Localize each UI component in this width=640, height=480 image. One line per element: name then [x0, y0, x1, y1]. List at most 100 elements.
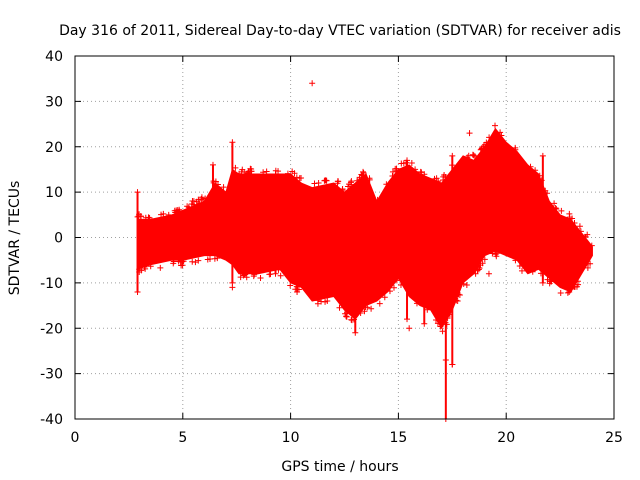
data-point — [527, 163, 534, 170]
y-tick-label: -40 — [40, 412, 63, 428]
data-point — [381, 294, 388, 301]
y-tick-label: 0 — [54, 231, 63, 247]
outlier-point — [229, 284, 236, 291]
data-point — [198, 195, 205, 202]
spike-end-point — [449, 152, 456, 159]
spike-end-point — [442, 298, 449, 305]
data-point — [412, 166, 419, 173]
data-point — [417, 168, 424, 175]
data-point — [284, 170, 291, 177]
data-point — [421, 171, 428, 178]
outlier-point — [449, 361, 456, 368]
data-point — [322, 177, 329, 184]
y-axis-label: SDTVAR / TECUs — [7, 181, 23, 296]
data-point — [220, 184, 227, 191]
data-point — [566, 214, 573, 221]
data-point — [356, 176, 363, 183]
data-point — [260, 169, 267, 176]
spike-end-point — [404, 316, 411, 323]
data-point — [293, 174, 300, 181]
outlier-point — [466, 130, 473, 137]
data-point — [557, 289, 564, 296]
data-point — [190, 201, 197, 208]
data-point — [138, 213, 145, 220]
data-point — [481, 256, 488, 263]
data-point — [587, 260, 594, 267]
axis-ticks: 0 5 10 15 20 25 -40 -30 -20 -10 0 10 20 30 40 — [40, 49, 623, 446]
data-point — [573, 283, 580, 290]
data-point — [566, 289, 573, 296]
data-point — [277, 272, 284, 279]
data-point — [398, 160, 405, 167]
data-point — [456, 291, 463, 298]
spike-end-point — [539, 152, 546, 159]
data-point — [424, 306, 431, 313]
data-series-sdtvar — [134, 80, 595, 422]
data-point — [564, 289, 571, 296]
data-point — [376, 300, 383, 307]
data-point — [571, 219, 578, 226]
data-point — [141, 263, 148, 270]
data-point — [157, 264, 164, 271]
data-point — [413, 300, 420, 307]
data-point — [453, 297, 460, 304]
data-point — [180, 258, 187, 265]
outlier-point — [442, 357, 449, 364]
data-point — [241, 168, 248, 175]
data-point — [476, 265, 483, 272]
spike-end-point — [539, 279, 546, 286]
data-point — [386, 288, 393, 295]
data-point — [193, 198, 200, 205]
data-point — [464, 154, 471, 161]
data-point — [432, 316, 439, 323]
data-point — [165, 211, 172, 218]
data-point — [437, 323, 444, 330]
x-tick-label: 25 — [605, 430, 623, 446]
outlier-point — [485, 270, 492, 277]
outlier-point — [406, 325, 413, 332]
data-point — [185, 204, 192, 211]
data-point — [311, 180, 318, 187]
data-point — [160, 210, 167, 217]
data-point — [576, 223, 583, 230]
data-point — [357, 310, 364, 317]
data-point — [214, 181, 221, 188]
data-point — [336, 304, 343, 311]
data-point — [441, 171, 448, 178]
spike-end-point — [294, 189, 301, 196]
data-point — [296, 175, 303, 182]
data-point — [463, 281, 470, 288]
spike-end-point — [229, 139, 236, 146]
data-point — [544, 276, 551, 283]
data-point — [383, 181, 390, 188]
data-point — [237, 274, 244, 281]
data-point — [408, 159, 415, 166]
data-point — [486, 134, 493, 141]
data-point — [243, 274, 250, 281]
data-point — [558, 207, 565, 214]
data-point — [179, 262, 186, 269]
data-point — [536, 172, 543, 179]
data-point — [497, 129, 504, 136]
data-point — [470, 152, 477, 159]
data-point — [475, 266, 482, 273]
data-point — [551, 200, 558, 207]
data-point — [366, 175, 373, 182]
data-point — [460, 280, 467, 287]
data-point — [339, 186, 346, 193]
x-tick-label: 5 — [178, 430, 187, 446]
data-point — [390, 284, 397, 291]
data-point — [195, 257, 202, 264]
data-point — [202, 195, 209, 202]
data-point — [275, 168, 282, 175]
spike-end-point — [294, 288, 301, 295]
data-point — [492, 122, 499, 129]
data-point — [192, 259, 199, 266]
x-tick-label: 15 — [389, 430, 407, 446]
data-point — [289, 168, 296, 175]
data-point — [518, 267, 525, 274]
data-point — [244, 170, 251, 177]
data-point — [584, 231, 591, 238]
data-point — [574, 278, 581, 285]
